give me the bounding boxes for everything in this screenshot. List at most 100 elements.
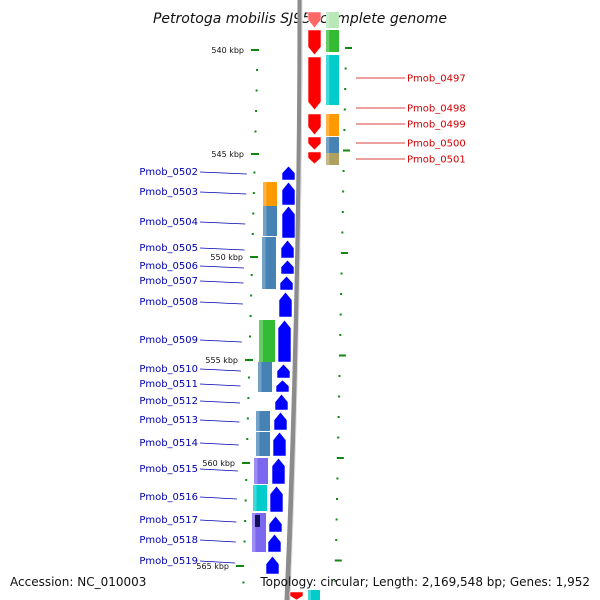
cog-band-shade [262,237,266,259]
gene-arrows [265,11,322,600]
gene-leader-line [199,247,245,251]
gene-label-reverse: Pmob_0515 [139,464,198,475]
scale-tick-label: 545 kbp [211,150,244,159]
gene-leader-line [199,191,247,195]
gene-arrow-reverse [271,457,286,485]
backbone-highlight [289,0,303,600]
backbone-line [284,0,303,600]
cog-band [326,30,339,52]
gene-leader-line [199,280,244,284]
gene-leader-line [199,383,241,387]
gene-label-reverse: Pmob_0511 [139,379,198,390]
gene-arrow-reverse [268,515,283,533]
gene-arrow-forward [289,591,304,600]
cog-band-shade [326,30,330,52]
gene-label-reverse: Pmob_0518 [139,535,198,546]
cog-band [326,153,339,165]
cog-band [326,114,339,136]
gene-arrow-reverse [269,485,284,513]
cog-band-shade [262,275,266,289]
cog-bands [252,12,339,600]
gene-label-reverse: Pmob_0513 [139,415,198,426]
gene-arrow-reverse [273,411,288,431]
gene-label-reverse: Pmob_0503 [139,187,198,198]
gene-label-reverse: Pmob_0506 [139,261,198,272]
gene-label-reverse: Pmob_0512 [139,396,198,407]
gene-arrow-reverse [272,431,287,457]
gene-arrow-reverse [281,205,296,239]
cog-band-shade [254,458,258,484]
gene-labels: Pmob_0497 Pmob_0498 Pmob_0499 Pmob_0500 Pmob… [139,74,465,568]
gene-arrow-reverse [276,363,291,379]
cog-band-shade [262,259,266,275]
scale-tick-label: 540 kbp [211,46,244,55]
cog-band-shade [256,432,260,456]
gene-arrow-reverse [281,181,296,206]
gene-label-reverse: Pmob_0505 [139,243,198,254]
gene-leader-line [199,400,240,404]
gene-arrow-reverse [280,239,295,259]
gene-leader-line [199,339,242,343]
gene-arrow-reverse [265,555,280,575]
cog-band [263,182,277,206]
gene-leader-line [199,496,238,500]
gene-arrow-reverse [281,165,296,181]
cog-band-shade [326,114,330,136]
gene-arrow-reverse [279,275,294,291]
cog-band [326,12,339,28]
gene-leader-line [199,301,243,305]
scale-tick-label: 555 kbp [205,356,238,365]
cog-band [258,362,272,392]
cog-band [262,259,276,275]
cog-band [259,320,275,362]
gene-leader-line [199,519,237,523]
gene-leader-line [199,442,239,446]
cog-band [252,530,266,552]
cog-band [256,432,270,456]
scale-tick-label: 565 kbp [196,562,229,571]
cog-band-shade [258,362,262,392]
gene-label-reverse: Pmob_0516 [139,492,198,503]
cog-band-shade [263,206,267,236]
gene-label-reverse: Pmob_0502 [139,167,198,178]
cog-band [308,590,320,600]
cog-band-shade [308,590,311,600]
accession-text: Accession: NC_010003 [10,575,147,589]
cog-band-shade [326,137,330,153]
cog-band-shade [326,12,330,28]
gene-leader-line [199,265,245,269]
gene-arrow-reverse [267,533,282,553]
cog-band-shade [253,485,257,511]
cog-band [262,237,276,259]
scale-tick-label: 550 kbp [210,253,243,262]
cog-band [256,411,270,431]
cog-band [263,206,277,236]
gene-arrow-reverse [280,259,295,275]
cog-band-dark [255,515,260,527]
cog-band-shade [252,530,256,552]
cog-band [326,55,339,105]
gene-label-forward: Pmob_0498 [407,104,466,115]
gene-arrow-forward [307,29,322,56]
gene-leader-line [199,560,236,564]
gene-label-reverse: Pmob_0510 [139,364,198,375]
backbone [284,0,303,600]
cog-band-shade [263,182,267,206]
gene-arrow-forward [307,56,322,111]
gene-leader-line [199,468,238,472]
gene-label-forward: Pmob_0497 [407,74,466,85]
cog-band-shade [326,153,330,165]
cog-band [254,458,268,484]
gene-label-reverse: Pmob_0517 [139,515,198,526]
scale-ticks: 540 kbp 545 kbp 550 kbp 555 kbp 560 kbp 565 k… [196,46,353,584]
gene-label-reverse: Pmob_0508 [139,297,198,308]
gene-arrow-reverse [275,379,290,393]
gene-label-reverse: Pmob_0509 [139,335,198,346]
scale-tick-label: 560 kbp [202,459,235,468]
cog-band-shade [256,411,260,431]
cog-band-shade [259,320,263,362]
gene-label-reverse: Pmob_0504 [139,217,198,228]
gene-label-forward: Pmob_0499 [407,120,466,131]
gene-leader-line [199,171,247,175]
